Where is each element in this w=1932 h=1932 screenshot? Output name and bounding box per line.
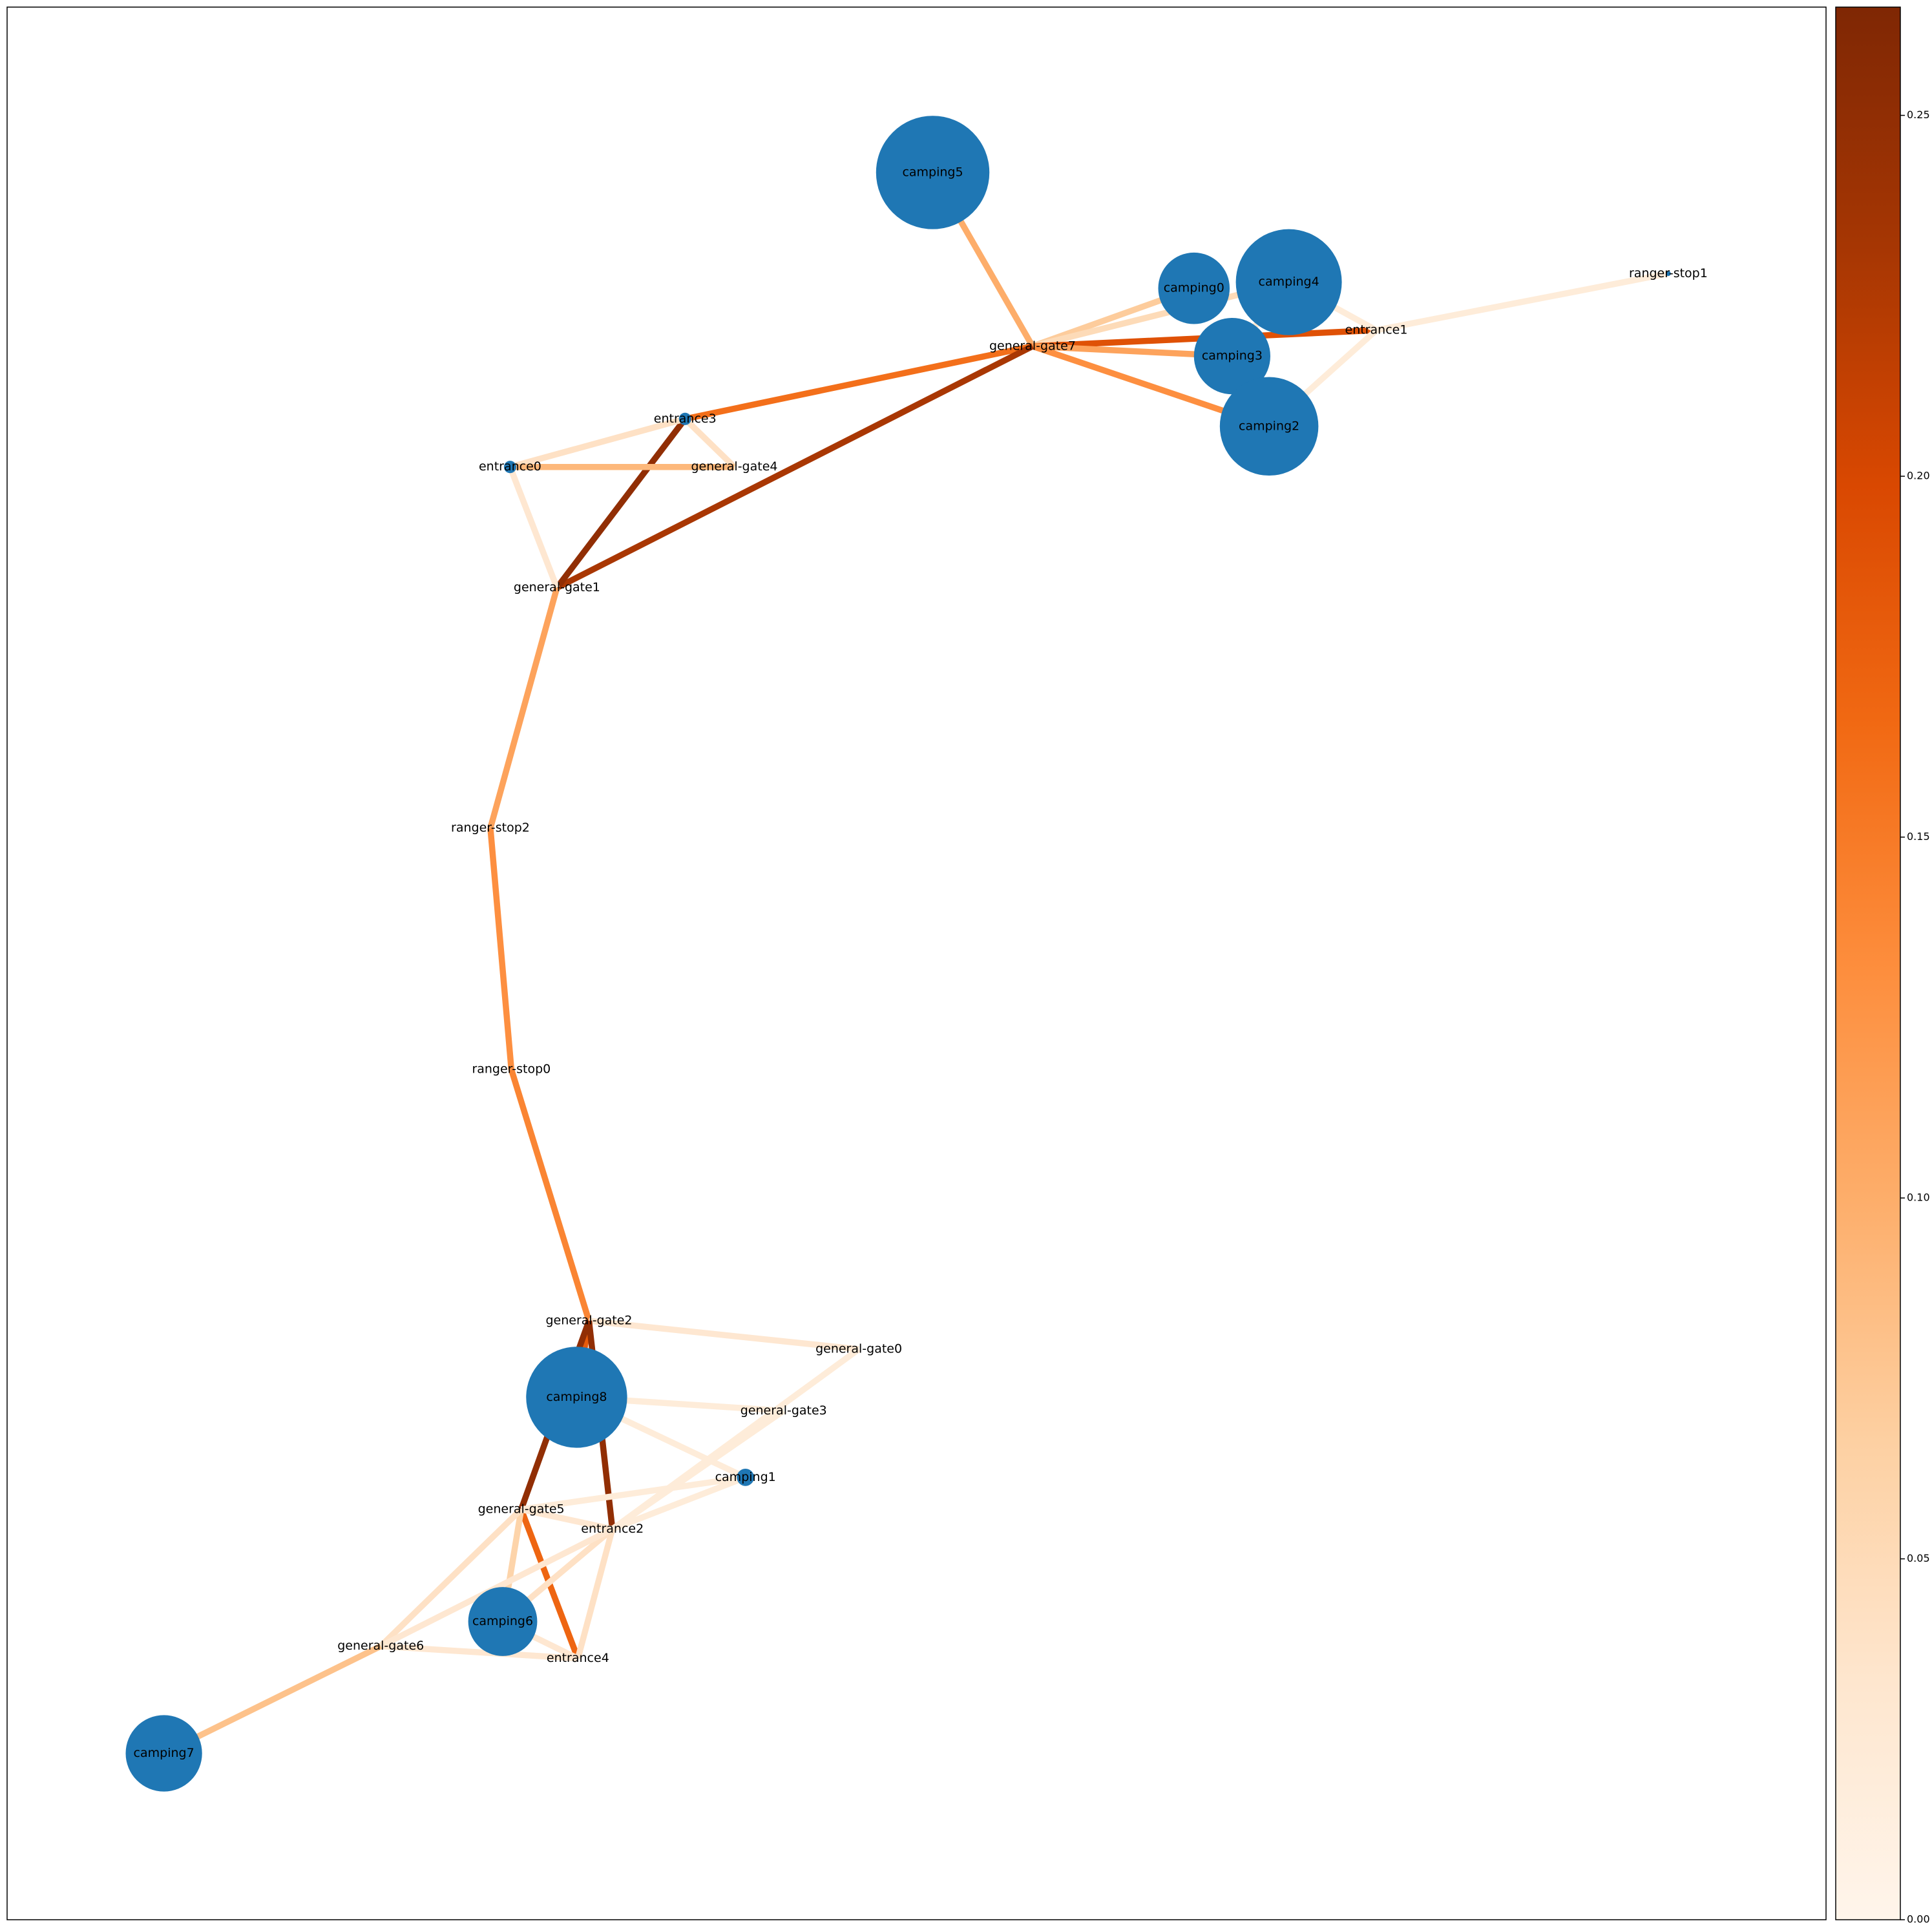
node	[1666, 271, 1671, 277]
node-label: camping3	[1202, 349, 1263, 363]
edge	[574, 1528, 616, 1659]
node-label: general-gate5	[478, 1502, 565, 1516]
node-label: camping8	[546, 1390, 607, 1404]
edge	[1376, 270, 1669, 333]
edge	[555, 343, 1034, 591]
node-label: entrance2	[581, 1522, 644, 1536]
node-label: ranger-stop1	[1629, 266, 1708, 280]
node	[468, 1587, 538, 1656]
colorbar-tick-label: 0.20	[1907, 470, 1930, 482]
node-label: camping6	[472, 1614, 533, 1628]
node-label: entrance4	[547, 1651, 609, 1665]
node	[737, 1469, 755, 1486]
node	[678, 412, 691, 425]
node-label: camping4	[1259, 275, 1319, 289]
edge	[507, 465, 560, 589]
edge	[380, 1643, 578, 1662]
node	[876, 116, 990, 229]
colorbar-tick-label: 0.15	[1907, 830, 1930, 843]
node-label: ranger-stop2	[451, 821, 530, 835]
node	[1158, 252, 1230, 324]
node-label: camping0	[1164, 281, 1224, 295]
colorbar	[1835, 6, 1901, 1920]
node-label: camping7	[134, 1746, 194, 1760]
node	[503, 461, 516, 474]
edge	[588, 1318, 859, 1352]
edge	[684, 343, 1033, 422]
node	[1235, 229, 1342, 335]
edge	[554, 417, 688, 590]
edge	[508, 1068, 593, 1322]
colorbar-tick-label: 0.05	[1907, 1552, 1930, 1564]
colorbar-tick-label: 0.00	[1907, 1913, 1930, 1926]
node-label: entrance0	[479, 459, 541, 474]
edge	[611, 1474, 747, 1532]
edge	[378, 1507, 523, 1649]
node-label: general-gate6	[337, 1639, 424, 1653]
node-label: entrance1	[1345, 323, 1408, 337]
edge	[487, 828, 515, 1070]
node-label: camping5	[902, 165, 963, 179]
node	[125, 1715, 202, 1792]
colorbar-tick-label: 0.10	[1907, 1192, 1930, 1204]
node	[526, 1347, 627, 1448]
edge	[520, 1474, 746, 1513]
node	[1219, 377, 1319, 476]
edge	[509, 415, 686, 470]
edge	[520, 1506, 613, 1533]
node-label: general-gate2	[545, 1314, 632, 1328]
node-label: camping2	[1239, 419, 1299, 433]
edge	[682, 416, 737, 470]
node	[1193, 317, 1271, 395]
node-label: general-gate7	[989, 339, 1076, 353]
node-label: camping1	[715, 1470, 776, 1484]
node-label: general-gate4	[691, 459, 777, 474]
edge	[611, 1408, 786, 1532]
node-label: entrance3	[654, 412, 717, 426]
plot-frame	[6, 6, 1827, 1920]
edge	[162, 1643, 383, 1756]
edge	[487, 587, 560, 829]
node-label: general-gate1	[514, 580, 600, 594]
colorbar-tick-label: 0.25	[1907, 109, 1930, 121]
node-label: general-gate0	[815, 1342, 902, 1356]
node-label: general-gate3	[740, 1403, 827, 1418]
node-label: ranger-stop0	[472, 1062, 551, 1076]
